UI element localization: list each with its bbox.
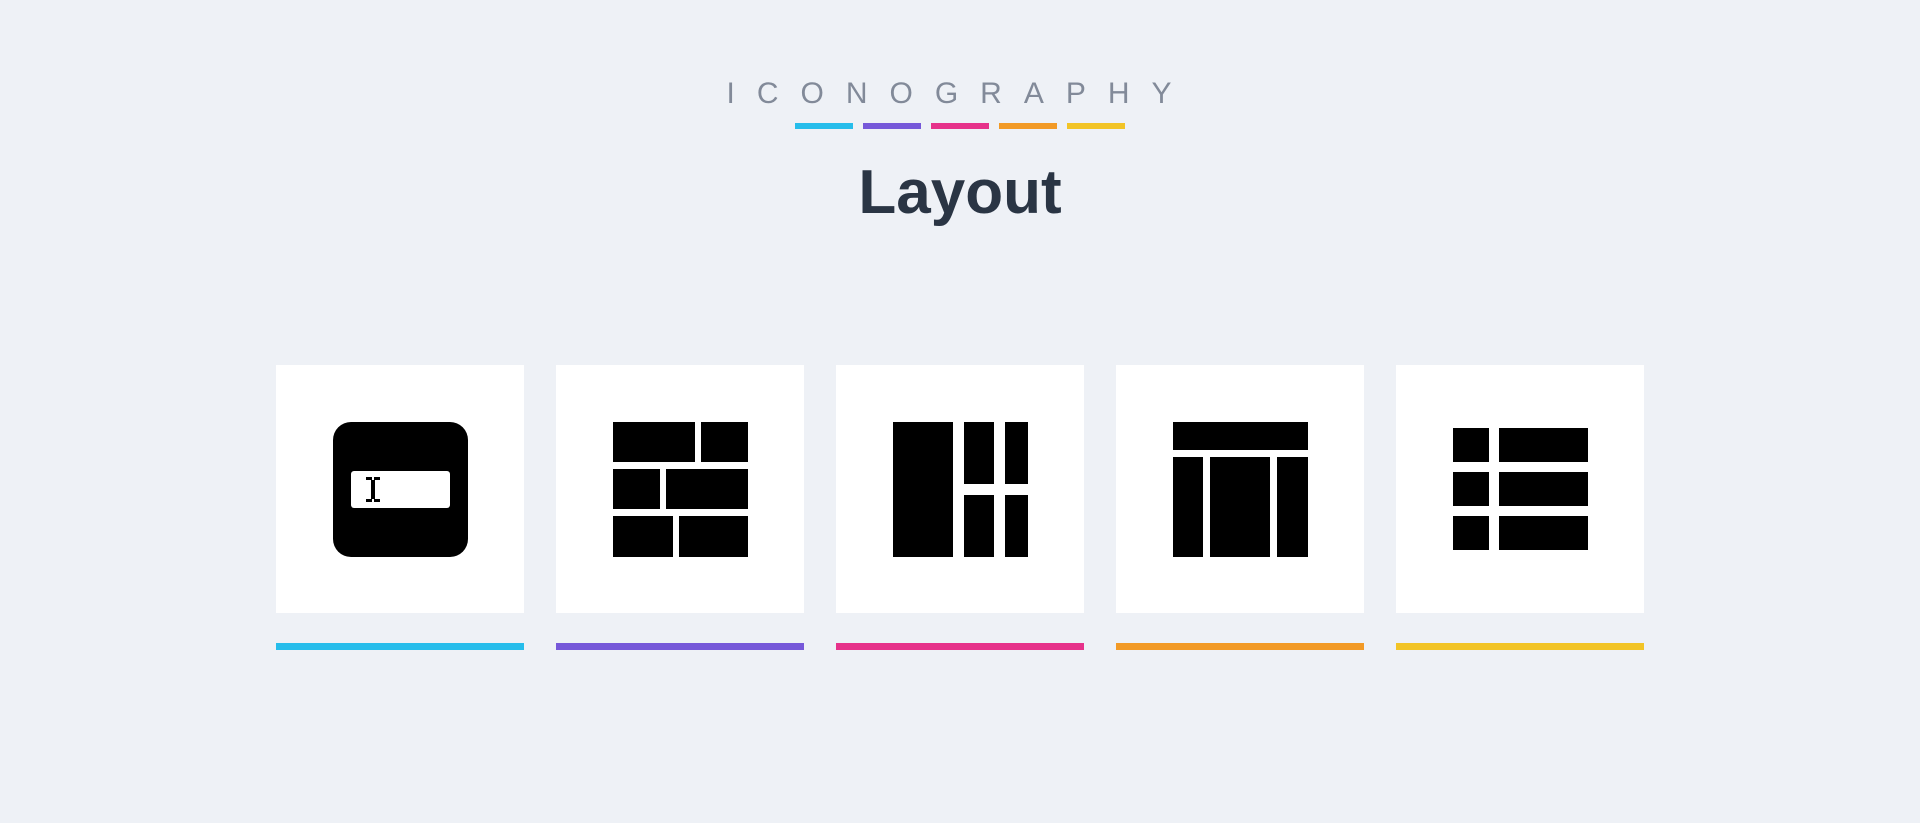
icon-card-2 <box>556 365 804 650</box>
masonry-layout-icon <box>613 422 748 557</box>
icon-card-5 <box>1396 365 1644 650</box>
icon-card-bg-3 <box>836 365 1084 613</box>
accent-bar-4 <box>999 123 1057 129</box>
accent-bar-3 <box>931 123 989 129</box>
card-underline-3 <box>836 643 1084 650</box>
infographic-canvas: ICONOGRAPHY Layout <box>0 0 1920 823</box>
brand-label: ICONOGRAPHY <box>0 77 1920 111</box>
page-title: Layout <box>0 157 1920 228</box>
icon-card-4 <box>1116 365 1364 650</box>
icon-card-bg-4 <box>1116 365 1364 613</box>
accent-bar-1 <box>795 123 853 129</box>
icon-row <box>0 365 1920 650</box>
icon-card-1 <box>276 365 524 650</box>
list-layout-icon <box>1453 422 1588 557</box>
card-underline-2 <box>556 643 804 650</box>
card-underline-1 <box>276 643 524 650</box>
icon-card-3 <box>836 365 1084 650</box>
icon-card-bg-5 <box>1396 365 1644 613</box>
accent-bar-2 <box>863 123 921 129</box>
card-underline-4 <box>1116 643 1364 650</box>
icon-card-bg-1 <box>276 365 524 613</box>
text-input-layout-icon <box>333 422 468 557</box>
icon-card-bg-2 <box>556 365 804 613</box>
card-underline-5 <box>1396 643 1644 650</box>
columns-layout-icon <box>893 422 1028 557</box>
header: ICONOGRAPHY Layout <box>0 0 1920 228</box>
brand-accent-bars <box>0 123 1920 129</box>
header-sidebar-layout-icon <box>1173 422 1308 557</box>
accent-bar-5 <box>1067 123 1125 129</box>
